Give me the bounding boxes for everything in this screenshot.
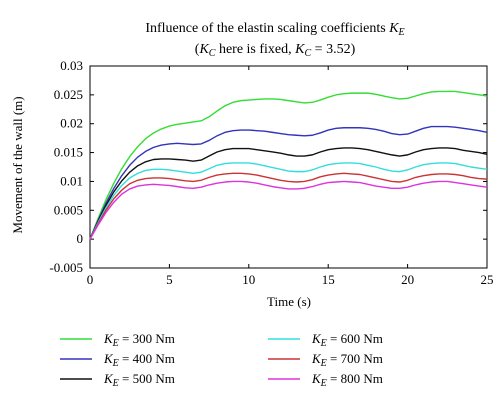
legend-item-5: KE = 800 Nm: [268, 371, 383, 389]
x-tick-label: 25: [481, 272, 494, 287]
y-tick-label: 0.025: [54, 87, 83, 102]
subtitle-var2: K: [294, 42, 305, 57]
legend-label: KE = 600 Nm: [311, 331, 383, 349]
legend-item-3: KE = 600 Nm: [268, 331, 383, 349]
y-tick-label: -0.005: [49, 260, 83, 275]
chart-title: Influence of the elastin scaling coeffic…: [145, 21, 404, 38]
legend-label: KE = 800 Nm: [311, 371, 383, 389]
series-line-4: [89, 172, 488, 240]
chart-title-var: K: [388, 21, 399, 36]
legend-label: KE = 400 Nm: [103, 351, 175, 369]
series-line-2: [89, 147, 488, 240]
tick-labels: 0 5 10 15 20 25 -0.005 0 0.005 0.01 0.015 0.02 0.025…: [49, 58, 493, 287]
legend: KE = 300 Nm KE = 400 Nm KE = 500 Nm KE = 60…: [60, 331, 383, 389]
y-tick-label: 0.03: [60, 58, 83, 73]
chart-title-text: Influence of the elastin scaling coeffic…: [145, 21, 385, 36]
x-tick-label: 10: [242, 272, 255, 287]
legend-item-0: KE = 300 Nm: [60, 331, 175, 349]
legend-label: KE = 700 Nm: [311, 351, 383, 369]
y-tick-label: 0.02: [60, 116, 83, 131]
legend-item-2: KE = 500 Nm: [60, 371, 175, 389]
subtitle-sub1: C: [209, 48, 216, 59]
subtitle-mid: here is fixed,: [215, 42, 295, 57]
y-axis-label: Movement of the wall (m): [10, 96, 25, 233]
x-tick-label: 15: [322, 272, 335, 287]
series-lines: [89, 90, 488, 240]
legend-item-4: KE = 700 Nm: [268, 351, 383, 369]
series-line-5: [89, 180, 488, 240]
y-tick-label: 0: [77, 231, 84, 246]
x-tick-label: 0: [87, 272, 94, 287]
series-line-3: [89, 162, 488, 240]
legend-label: KE = 300 Nm: [103, 331, 175, 349]
subtitle-sub2: C: [305, 48, 312, 59]
chart-subtitle: (KC here is fixed, KC = 3.52): [195, 42, 356, 59]
series-line-0: [89, 90, 488, 240]
x-tick-label: 20: [401, 272, 414, 287]
subtitle-open: (: [195, 42, 200, 57]
subtitle-tail: = 3.52): [311, 42, 355, 57]
legend-label: KE = 500 Nm: [103, 371, 175, 389]
y-tick-label: 0.01: [60, 173, 83, 188]
subtitle-var1: K: [198, 42, 209, 57]
y-tick-label: 0.005: [54, 202, 83, 217]
plot-frame: [89, 65, 488, 269]
plot-axes: [89, 65, 488, 269]
x-axis-label: Time (s): [267, 294, 311, 309]
series-line-1: [89, 125, 488, 240]
legend-item-1: KE = 400 Nm: [60, 351, 175, 369]
y-tick-label: 0.015: [54, 145, 83, 160]
x-tick-label: 5: [166, 272, 173, 287]
chart-title-sub: E: [398, 27, 405, 38]
